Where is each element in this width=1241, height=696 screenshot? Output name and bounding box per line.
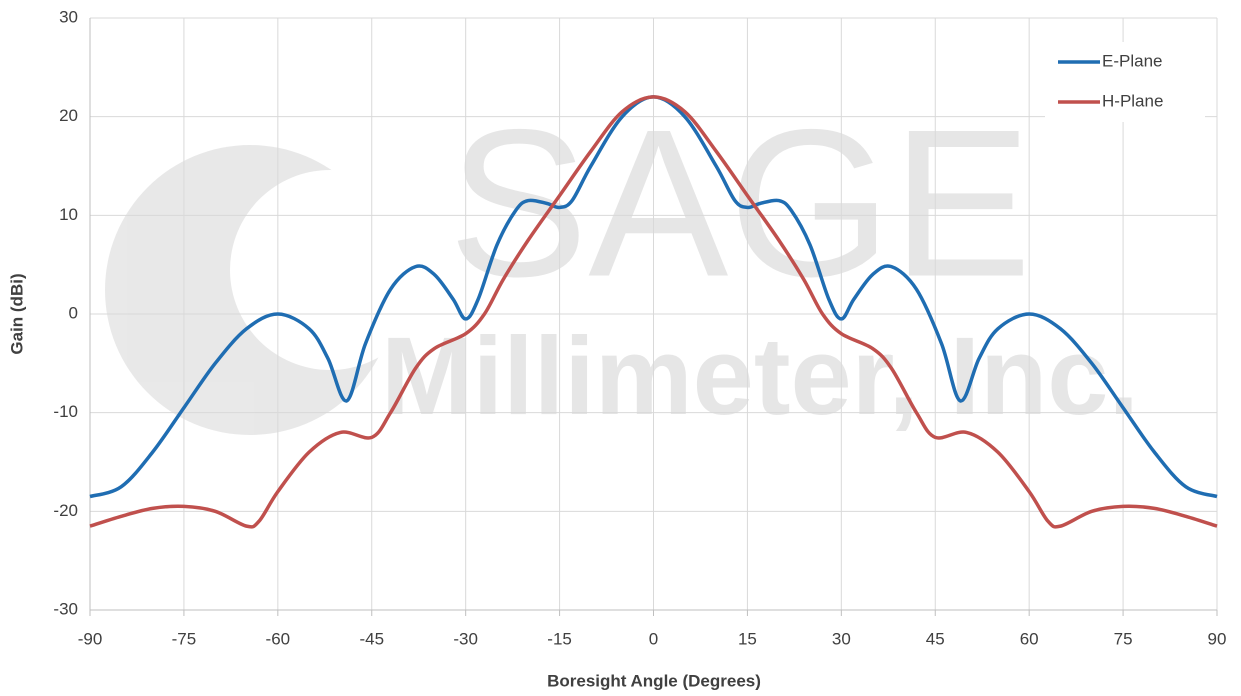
x-tick-label: 30 <box>832 629 851 648</box>
legend-label: E-Plane <box>1102 51 1162 70</box>
watermark-logo <box>105 145 395 435</box>
x-tick-label: -30 <box>453 629 478 648</box>
x-tick-label: 15 <box>738 629 757 648</box>
watermark-logo-cut <box>230 170 430 370</box>
line <box>89 95 1218 529</box>
legend-box <box>1045 42 1205 122</box>
x-axis-title: Boresight Angle (Degrees) <box>547 671 761 690</box>
y-tick-label: 0 <box>69 303 78 322</box>
watermark-title: SAGE <box>448 85 1032 320</box>
y-tick-label: -10 <box>53 402 78 421</box>
y-tick-label: -20 <box>53 501 78 520</box>
x-tick-label: 60 <box>1020 629 1039 648</box>
x-tick-label: -75 <box>172 629 197 648</box>
x-tick-label: 0 <box>649 629 658 648</box>
watermark: SAGE Millimeter, Inc. <box>105 85 1139 438</box>
x-tick-label: -15 <box>547 629 572 648</box>
y-tick-label: 10 <box>59 205 78 224</box>
x-tick-label: -45 <box>359 629 384 648</box>
y-axis-title: Gain (dBi) <box>7 273 26 354</box>
y-tick-label: -30 <box>53 599 78 618</box>
y-tick-label: 20 <box>59 106 78 125</box>
legend-label: H-Plane <box>1102 91 1163 110</box>
x-tick-label: -90 <box>78 629 103 648</box>
x-tick-label: 45 <box>926 629 945 648</box>
x-tick-label: 75 <box>1114 629 1133 648</box>
watermark-subtitle: Millimeter, Inc. <box>381 315 1139 438</box>
y-tick-label: 30 <box>59 7 78 26</box>
x-tick-label: 90 <box>1208 629 1227 648</box>
x-tick-label: -60 <box>266 629 291 648</box>
